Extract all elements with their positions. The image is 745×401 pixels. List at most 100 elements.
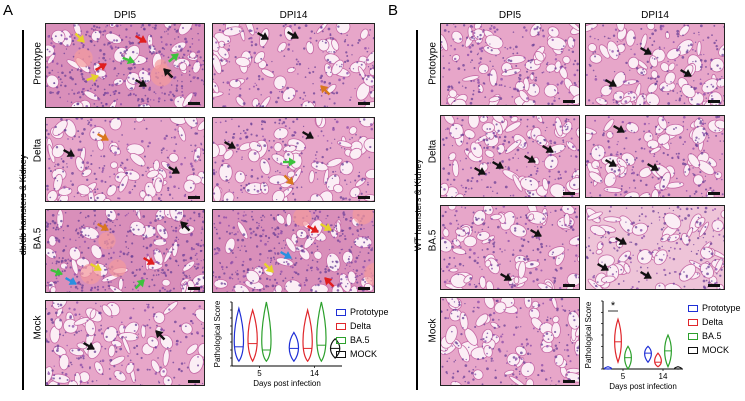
- annotation-arrow-icon: [320, 85, 331, 96]
- x-tick-label: 14: [659, 372, 668, 381]
- annotation-arrow-icon: [155, 330, 166, 341]
- histology-a-ba5-dpi5: [45, 209, 205, 293]
- violin-shape: [261, 301, 272, 363]
- violin-shape: [624, 345, 632, 371]
- legend-swatch: [688, 305, 698, 313]
- annotation-arrow-icon: [97, 132, 109, 142]
- violin-shape: [316, 301, 327, 363]
- x-tick-label: 5: [621, 372, 626, 381]
- legend-swatch: [336, 351, 346, 359]
- annotation-arrow-icon: [83, 341, 95, 351]
- legend-a-prototype: Prototype: [336, 307, 389, 317]
- annotation-arrow-icon: [143, 256, 155, 266]
- panel-b-row-ba5: BA.5: [427, 229, 439, 252]
- annotation-arrow-icon: [224, 140, 236, 150]
- legend-swatch: [688, 347, 698, 355]
- annotation-arrow-icon: [257, 31, 269, 41]
- panel-a-col-dpi5: DPI5: [113, 10, 137, 21]
- panel-b-violin-chart: 5 14 Pathological Score Days post infection…: [584, 300, 683, 391]
- x-tick-label: 5: [257, 369, 262, 378]
- panel-a-violin-chart: 5 14 Pathological Score Days post infection: [213, 300, 342, 388]
- panel-letter-a: A: [3, 2, 14, 19]
- panel-a-side-label: db/db hamsters & Kidney: [18, 154, 28, 256]
- histology-a-ba5-dpi14: [212, 209, 375, 293]
- legend-b-delta: Delta: [688, 317, 723, 327]
- panel-b-bracket: [416, 30, 418, 390]
- annotation-arrow-icon: [135, 78, 147, 88]
- panel-a-row-ba5: BA.5: [32, 227, 44, 250]
- legend-swatch: [336, 337, 346, 345]
- legend-swatch: [336, 309, 346, 317]
- annotation-arrow-icon: [640, 270, 652, 280]
- panel-a-col-dpi14: DPI14: [279, 10, 308, 21]
- annotation-arrow-icon: [283, 157, 296, 167]
- annotation-arrow-icon: [492, 160, 504, 170]
- annotation-arrow-icon: [163, 68, 174, 79]
- panel-b-side-label: WT hamsters & Kidney: [413, 159, 423, 251]
- x-tick-label: 14: [310, 369, 319, 378]
- annotation-arrow-icon: [474, 166, 486, 176]
- histology-a-prototype-dpi5: [45, 23, 205, 108]
- violin-shape: [614, 317, 622, 364]
- histology-b-delta-dpi5: [440, 115, 580, 198]
- annotation-arrow-icon: [597, 262, 609, 272]
- histology-a-prototype-dpi14: [212, 23, 375, 108]
- y-axis-label: Pathological Score: [584, 301, 593, 368]
- panel-b-row-delta: Delta: [427, 139, 439, 164]
- violin-shape: [664, 333, 672, 369]
- panel-b-col-dpi5: DPI5: [498, 10, 522, 21]
- annotation-arrow-icon: [647, 162, 659, 172]
- panel-b-row-prototype: Prototype: [427, 42, 439, 85]
- annotation-arrow-icon: [320, 222, 332, 232]
- annotation-arrow-icon: [50, 267, 63, 277]
- annotation-arrow-icon: [287, 30, 299, 40]
- legend-b-prototype: Prototype: [688, 303, 741, 313]
- x-axis-label: Days post infection: [609, 382, 677, 391]
- legend-swatch: [688, 319, 698, 327]
- x-axis-label: Days post infection: [253, 379, 321, 388]
- violin-shape: [302, 307, 313, 363]
- annotation-arrow-icon: [90, 262, 102, 272]
- histology-a-delta-dpi14: [212, 117, 375, 202]
- legend-a-mock: MOCK: [336, 349, 377, 359]
- violin-shape: [288, 331, 300, 363]
- panel-a-row-mock: Mock: [32, 315, 44, 340]
- annotation-arrow-icon: [168, 165, 180, 175]
- panel-a-bracket: [22, 30, 24, 390]
- annotation-arrow-icon: [63, 148, 75, 158]
- legend-a-ba5: BA.5: [336, 335, 370, 345]
- annotation-arrow-icon: [605, 78, 617, 88]
- annotation-arrow-icon: [86, 73, 99, 83]
- panel-a-row-prototype: Prototype: [32, 42, 44, 85]
- histology-b-mock-dpi5: [440, 297, 580, 386]
- legend-a-delta: Delta: [336, 321, 371, 331]
- annotation-arrow-icon: [605, 158, 617, 168]
- legend-b-mock: MOCK: [688, 345, 729, 355]
- panel-b-row-mock: Mock: [427, 318, 439, 343]
- annotation-arrow-icon: [640, 46, 652, 56]
- violin-shape: [644, 345, 652, 364]
- annotation-arrow-icon: [135, 34, 147, 44]
- histology-b-prototype-dpi5: [440, 23, 580, 106]
- panel-letter-b: B: [388, 2, 399, 19]
- annotation-arrow-icon: [542, 144, 554, 154]
- histology-a-delta-dpi5: [45, 117, 205, 202]
- y-axis-label: Pathological Score: [213, 300, 222, 367]
- histology-b-prototype-dpi14: [585, 23, 725, 106]
- histology-a-mock-dpi5: [45, 300, 205, 386]
- annotation-arrow-icon: [65, 276, 77, 286]
- violin-shape: [654, 352, 662, 368]
- annotation-arrow-icon: [95, 62, 107, 72]
- annotation-arrow-icon: [168, 53, 179, 63]
- annotation-arrow-icon: [280, 250, 292, 260]
- annotation-arrow-icon: [524, 154, 536, 164]
- histology-b-delta-dpi14: [585, 115, 725, 198]
- violin-shape: [233, 306, 245, 363]
- annotation-arrow-icon: [134, 279, 145, 290]
- annotation-arrow-icon: [307, 224, 319, 234]
- legend-swatch: [688, 333, 698, 341]
- panel-b-col-dpi14: DPI14: [641, 10, 669, 21]
- annotation-arrow-icon: [283, 174, 294, 185]
- annotation-arrow-icon: [324, 277, 335, 288]
- annotation-arrow-icon: [180, 221, 191, 232]
